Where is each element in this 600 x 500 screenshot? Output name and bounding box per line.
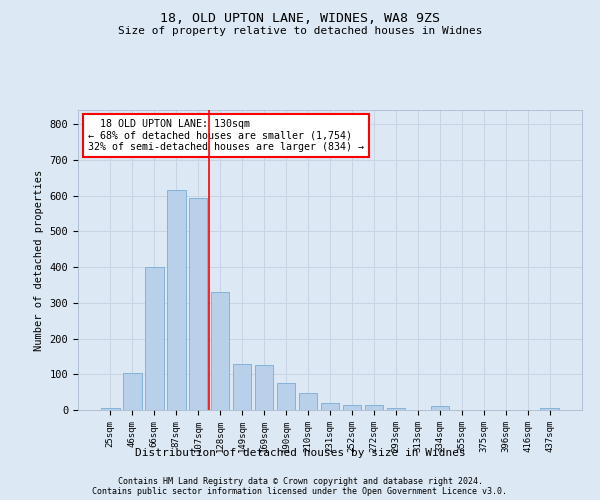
Bar bbox=[189, 198, 208, 410]
Bar bbox=[365, 404, 383, 410]
Bar bbox=[386, 408, 405, 410]
Bar bbox=[541, 408, 559, 410]
Bar bbox=[233, 364, 251, 410]
Bar bbox=[167, 190, 185, 410]
Bar bbox=[101, 408, 119, 410]
Text: Contains public sector information licensed under the Open Government Licence v3: Contains public sector information licen… bbox=[92, 486, 508, 496]
Text: 18 OLD UPTON LANE: 130sqm
← 68% of detached houses are smaller (1,754)
32% of se: 18 OLD UPTON LANE: 130sqm ← 68% of detac… bbox=[88, 119, 364, 152]
Bar bbox=[277, 383, 295, 410]
Bar bbox=[255, 366, 274, 410]
Bar bbox=[343, 404, 361, 410]
Bar bbox=[123, 372, 142, 410]
Bar bbox=[211, 292, 229, 410]
Bar bbox=[431, 406, 449, 410]
Text: 18, OLD UPTON LANE, WIDNES, WA8 9ZS: 18, OLD UPTON LANE, WIDNES, WA8 9ZS bbox=[160, 12, 440, 26]
Text: Size of property relative to detached houses in Widnes: Size of property relative to detached ho… bbox=[118, 26, 482, 36]
Bar bbox=[320, 403, 340, 410]
Bar bbox=[145, 267, 164, 410]
Text: Contains HM Land Registry data © Crown copyright and database right 2024.: Contains HM Land Registry data © Crown c… bbox=[118, 476, 482, 486]
Text: Distribution of detached houses by size in Widnes: Distribution of detached houses by size … bbox=[134, 448, 466, 458]
Bar bbox=[299, 393, 317, 410]
Y-axis label: Number of detached properties: Number of detached properties bbox=[34, 170, 44, 350]
